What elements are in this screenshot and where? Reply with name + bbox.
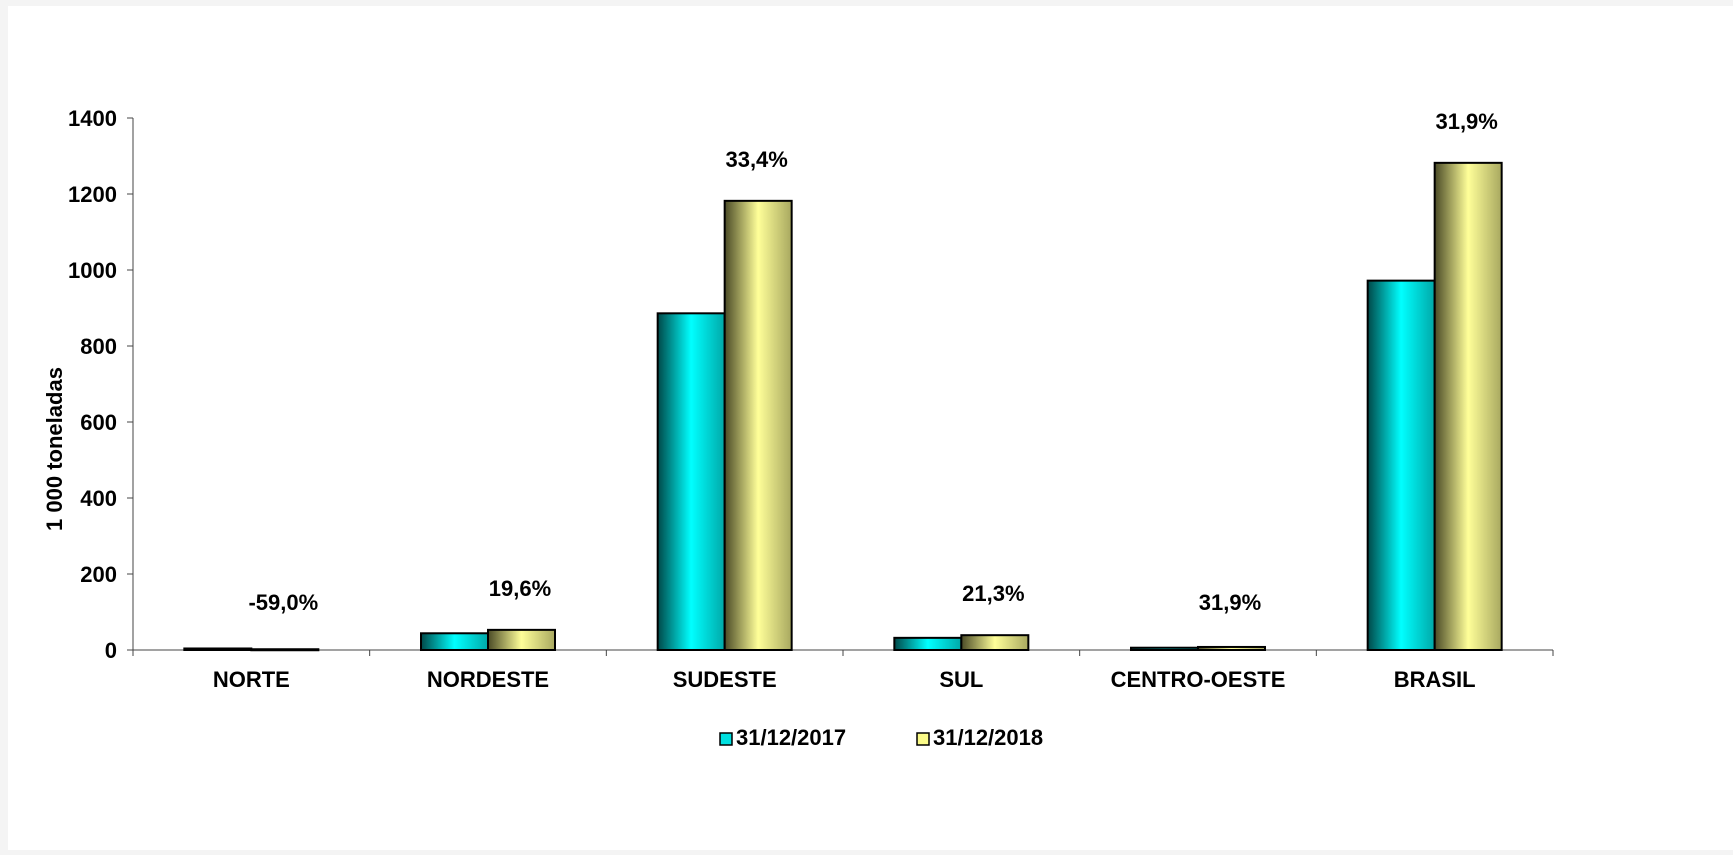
- legend-label: 31/12/2018: [933, 725, 1043, 750]
- y-tick-label: 400: [80, 486, 117, 511]
- bar-31-12-2018-brasil: [1433, 161, 1503, 651]
- x-tick-label: CENTRO-OESTE: [1111, 667, 1286, 692]
- y-tick-label: 0: [105, 638, 117, 663]
- bar-31-12-2017-sudeste: [656, 312, 726, 651]
- y-tick-label: 1200: [68, 182, 117, 207]
- percent-change-label: 33,4%: [725, 147, 787, 172]
- percent-change-label: 31,9%: [1199, 590, 1261, 615]
- bar-31-12-2018-sudeste: [723, 199, 793, 651]
- x-tick-label: NORTE: [213, 667, 290, 692]
- percent-change-label: -59,0%: [248, 590, 318, 615]
- bar-31-12-2017-sul: [893, 636, 963, 652]
- x-tick-label: SUL: [939, 667, 983, 692]
- y-tick-label: 600: [80, 410, 117, 435]
- bar-31-12-2017-brasil: [1366, 279, 1436, 651]
- y-tick-label: 200: [80, 562, 117, 587]
- x-tick-label: NORDESTE: [427, 667, 549, 692]
- bar-31-12-2018-centro-oeste: [1197, 645, 1266, 652]
- y-axis-label: 1 000 toneladas: [42, 367, 67, 531]
- legend-label: 31/12/2017: [736, 725, 846, 750]
- bar-chart: 1 000 toneladas 0 200 400 600 800 1000 1200 140…: [42, 106, 1554, 750]
- legend-swatch-31-12-2018: [916, 732, 930, 746]
- percent-change-label: 31,9%: [1435, 109, 1497, 134]
- bar-31-12-2017-nordeste: [420, 632, 489, 652]
- bar-31-12-2018-nordeste: [487, 628, 556, 651]
- percent-change-label: 19,6%: [489, 576, 551, 601]
- percent-change-label: 21,3%: [962, 581, 1024, 606]
- chart-container: 1 000 toneladas 0 200 400 600 800 1000 1200 140…: [8, 6, 1733, 850]
- y-tick-label: 1000: [68, 258, 117, 283]
- bar-31-12-2018-norte: [250, 648, 320, 652]
- x-tick-label: BRASIL: [1394, 667, 1476, 692]
- y-tick-label: 1400: [68, 106, 117, 131]
- bar-31-12-2017-centro-oeste: [1130, 646, 1199, 651]
- y-tick-label: 800: [80, 334, 117, 359]
- bar-31-12-2018-sul: [960, 634, 1030, 651]
- legend-swatch-31-12-2017: [719, 732, 733, 746]
- bar-31-12-2017-norte: [183, 647, 253, 651]
- x-tick-label: SUDESTE: [673, 667, 777, 692]
